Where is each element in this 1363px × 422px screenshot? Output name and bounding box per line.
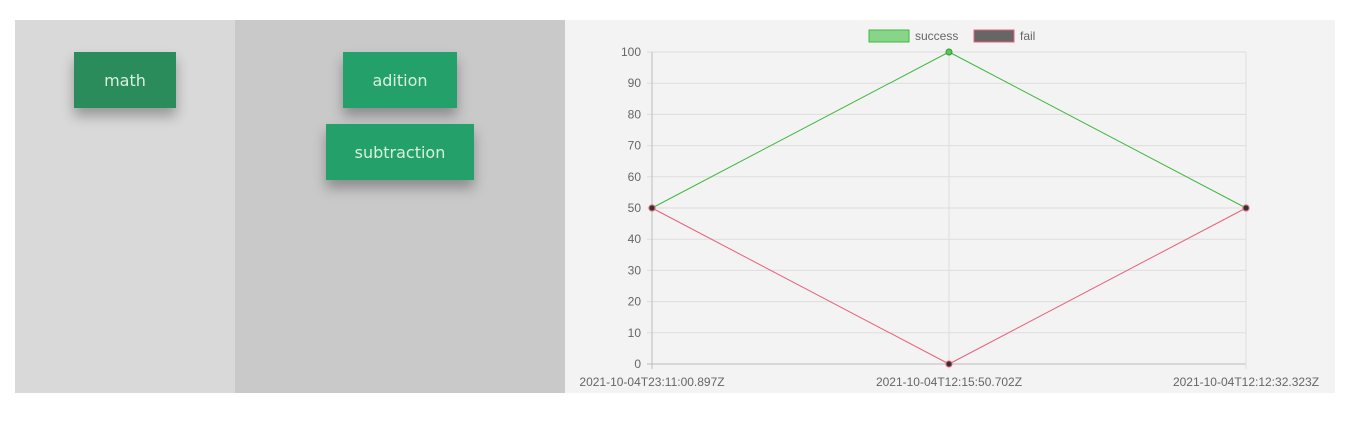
data-point-fail	[945, 360, 953, 368]
y-tick-label: 20	[628, 295, 642, 309]
y-tick-label: 80	[628, 107, 642, 121]
adition-button[interactable]: adition	[343, 52, 457, 108]
legend-swatch-success	[868, 29, 910, 43]
y-tick-label: 50	[628, 201, 642, 215]
y-tick-label: 60	[628, 170, 642, 184]
data-point-fail	[648, 204, 656, 212]
legend-swatch-fail	[973, 29, 1015, 43]
math-button[interactable]: math	[74, 52, 176, 108]
x-tick-label: 2021-10-04T23:11:00.897Z	[579, 375, 724, 389]
test-panel: adition subtraction	[235, 20, 565, 393]
y-tick-label: 90	[628, 76, 642, 90]
y-tick-label: 40	[628, 232, 642, 246]
y-tick-label: 70	[628, 139, 642, 153]
y-tick-label: 100	[621, 45, 641, 59]
chart-panel: 0 10 20 30 40 50 60 70 80 90 100 2021-10-04T23:11:0…	[565, 20, 1335, 393]
y-tick-label: 30	[628, 263, 642, 277]
x-tick-label: 2021-10-04T12:15:50.702Z	[876, 375, 1022, 389]
y-tick-label: 10	[628, 326, 642, 340]
y-tick-label: 0	[634, 357, 641, 371]
x-tick-label: 2021-10-04T12:12:32.323Z	[1173, 375, 1319, 389]
data-point-fail	[1242, 204, 1250, 212]
line-chart: 0 10 20 30 40 50 60 70 80 90 100 2021-10-04T23:11:0…	[579, 29, 1319, 389]
legend-label-fail: fail	[1020, 29, 1035, 43]
subtraction-button[interactable]: subtraction	[326, 124, 474, 180]
legend-label-success: success	[915, 29, 958, 43]
data-point-success	[945, 48, 953, 56]
category-panel: math	[15, 20, 235, 393]
